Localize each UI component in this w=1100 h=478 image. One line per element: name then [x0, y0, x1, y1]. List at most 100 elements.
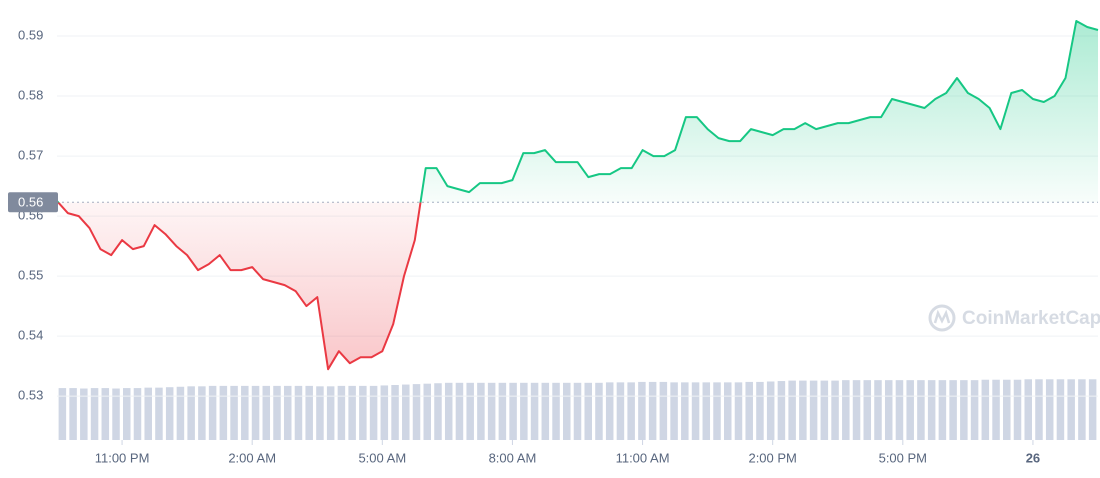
volume-bar	[241, 385, 249, 440]
volume-bar	[831, 380, 839, 440]
x-tick-label: 2:00 PM	[748, 450, 796, 465]
volume-bar	[659, 381, 668, 440]
volume-bar	[477, 382, 485, 440]
volume-bar	[176, 386, 185, 440]
volume-bar	[906, 380, 914, 440]
volume-bar	[1088, 379, 1097, 440]
x-tick-label: 11:00 AM	[616, 450, 670, 465]
volume-bars	[58, 379, 1097, 440]
volume-bar	[326, 386, 335, 440]
volume-bar	[1003, 379, 1011, 440]
volume-bar	[412, 384, 421, 440]
volume-bar	[262, 385, 271, 440]
x-tick-label: 8:00 AM	[489, 450, 537, 465]
volume-bar	[219, 385, 228, 440]
volume-bar	[80, 388, 88, 440]
volume-bar	[949, 380, 957, 440]
volume-bar	[520, 382, 528, 440]
volume-bar	[895, 380, 904, 440]
watermark-logo-mark	[933, 309, 951, 324]
volume-bar	[648, 381, 657, 440]
volume-bar	[584, 382, 592, 440]
volume-bar	[391, 385, 399, 440]
volume-bar	[359, 385, 367, 440]
volume-bar	[541, 382, 550, 440]
price-area	[57, 21, 1098, 370]
volume-bar	[198, 386, 206, 440]
volume-bar	[820, 380, 829, 440]
volume-bar	[745, 381, 753, 440]
volume-bar	[112, 388, 120, 440]
volume-bar	[208, 385, 217, 440]
volume-bar	[938, 380, 947, 440]
volume-bar	[1024, 379, 1032, 440]
volume-bar	[455, 382, 464, 440]
volume-bar	[530, 382, 539, 440]
volume-bar	[466, 382, 474, 440]
volume-bar	[1013, 379, 1022, 440]
volume-bar	[627, 382, 635, 440]
volume-bar	[852, 380, 861, 440]
volume-bar	[960, 380, 968, 440]
volume-bar	[133, 388, 142, 440]
volume-bar	[1056, 379, 1065, 440]
volume-bar	[316, 386, 324, 440]
volume-bar	[616, 382, 625, 440]
grid	[57, 35, 1098, 397]
volume-bar	[187, 386, 195, 440]
volume-bar	[874, 380, 882, 440]
volume-bar	[251, 385, 260, 440]
volume-bar	[981, 379, 990, 440]
y-tick-label: 0.59	[18, 27, 43, 42]
volume-bar	[595, 382, 603, 440]
volume-bar	[1078, 379, 1086, 440]
volume-bar	[927, 380, 936, 440]
volume-bar	[294, 385, 303, 440]
volume-bar	[756, 381, 764, 440]
volume-bar	[305, 385, 313, 440]
volume-bar	[552, 382, 560, 440]
baseline-label-box	[8, 192, 58, 213]
volume-bar	[884, 380, 893, 440]
volume-bar	[691, 382, 700, 440]
y-tick-label: 0.54	[18, 328, 43, 343]
volume-bar	[123, 388, 131, 440]
volume-bar	[992, 379, 1000, 440]
volume-bar	[670, 382, 678, 440]
y-tick-label: 0.58	[18, 87, 43, 102]
volume-bar	[563, 382, 571, 440]
y-tick-label: 0.57	[18, 148, 43, 163]
watermark-text: CoinMarketCap	[962, 308, 1100, 329]
volume-bar	[498, 382, 507, 440]
volume-bar	[1035, 379, 1043, 440]
volume-bar	[380, 385, 389, 440]
y-tick-label: 0.53	[18, 388, 43, 403]
x-tick-label: 26	[1026, 450, 1040, 465]
volume-bar	[165, 387, 174, 440]
x-tick-label: 11:00 PM	[95, 450, 150, 465]
volume-bar	[799, 380, 807, 440]
volume-bar	[917, 380, 925, 440]
volume-bar	[638, 381, 646, 440]
volume-bar	[702, 382, 711, 440]
volume-bar	[970, 380, 979, 440]
x-tick-label: 5:00 AM	[358, 450, 406, 465]
volume-bar	[369, 385, 378, 440]
volume-bar	[681, 382, 689, 440]
volume-bar	[713, 382, 721, 440]
volume-bar	[487, 382, 496, 440]
volume-bar	[69, 388, 77, 440]
volume-bar	[402, 384, 410, 440]
volume-bar	[273, 385, 281, 440]
volume-bar	[509, 382, 517, 440]
volume-bar	[573, 382, 582, 440]
volume-bar	[863, 380, 872, 440]
y-tick-label: 0.55	[18, 268, 43, 283]
watermark: CoinMarketCap	[928, 304, 1100, 332]
volume-bar	[283, 385, 292, 440]
volume-bar	[788, 380, 796, 440]
x-tick-label: 2:00 AM	[228, 450, 276, 465]
volume-bar	[723, 382, 732, 440]
volume-bar	[444, 382, 453, 440]
volume-bar	[842, 380, 850, 440]
